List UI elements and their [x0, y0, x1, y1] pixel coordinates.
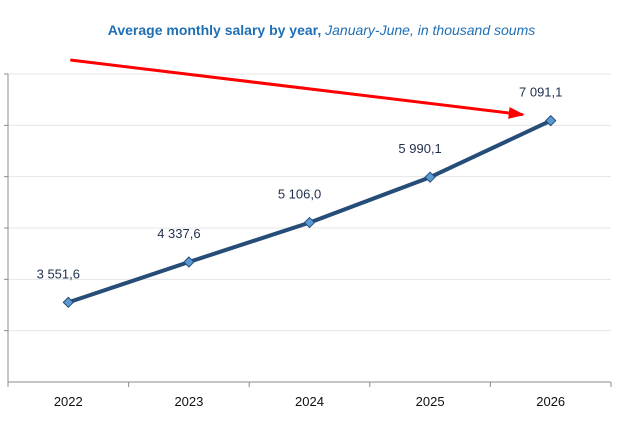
x-tick-label: 2024: [295, 394, 324, 409]
axes: [4, 73, 612, 387]
x-tick-label: 2026: [536, 394, 565, 409]
chart-title-main: Average monthly salary by year,: [107, 22, 322, 38]
data-label: 5 106,0: [278, 187, 321, 202]
x-tick-label: 2023: [174, 394, 203, 409]
annotation-layer: [70, 58, 525, 119]
x-tick-labels: 2022 2023 2024 2025 2026: [54, 394, 565, 409]
chart-title: Average monthly salary by year, January-…: [0, 22, 643, 38]
series-line: [66, 118, 553, 305]
data-label: 3 551,6: [37, 266, 80, 281]
data-label: 4 337,6: [157, 226, 200, 241]
x-tick-label: 2022: [54, 394, 83, 409]
data-labels: 3 551,6 4 337,6 5 106,0 5 990,1 7 091,1: [37, 85, 563, 282]
data-point: [62, 296, 75, 309]
series-layer: [62, 114, 557, 309]
gridlines: [8, 73, 611, 332]
data-point: [424, 171, 436, 183]
trend-arrow: [70, 58, 525, 119]
data-point: [544, 114, 557, 127]
chart-title-sub: January-June, in thousand soums: [325, 22, 536, 38]
data-label: 5 990,1: [398, 141, 441, 156]
data-label: 7 091,1: [519, 85, 562, 100]
x-tick-label: 2025: [416, 394, 445, 409]
data-point: [183, 256, 195, 268]
data-point: [303, 216, 316, 229]
